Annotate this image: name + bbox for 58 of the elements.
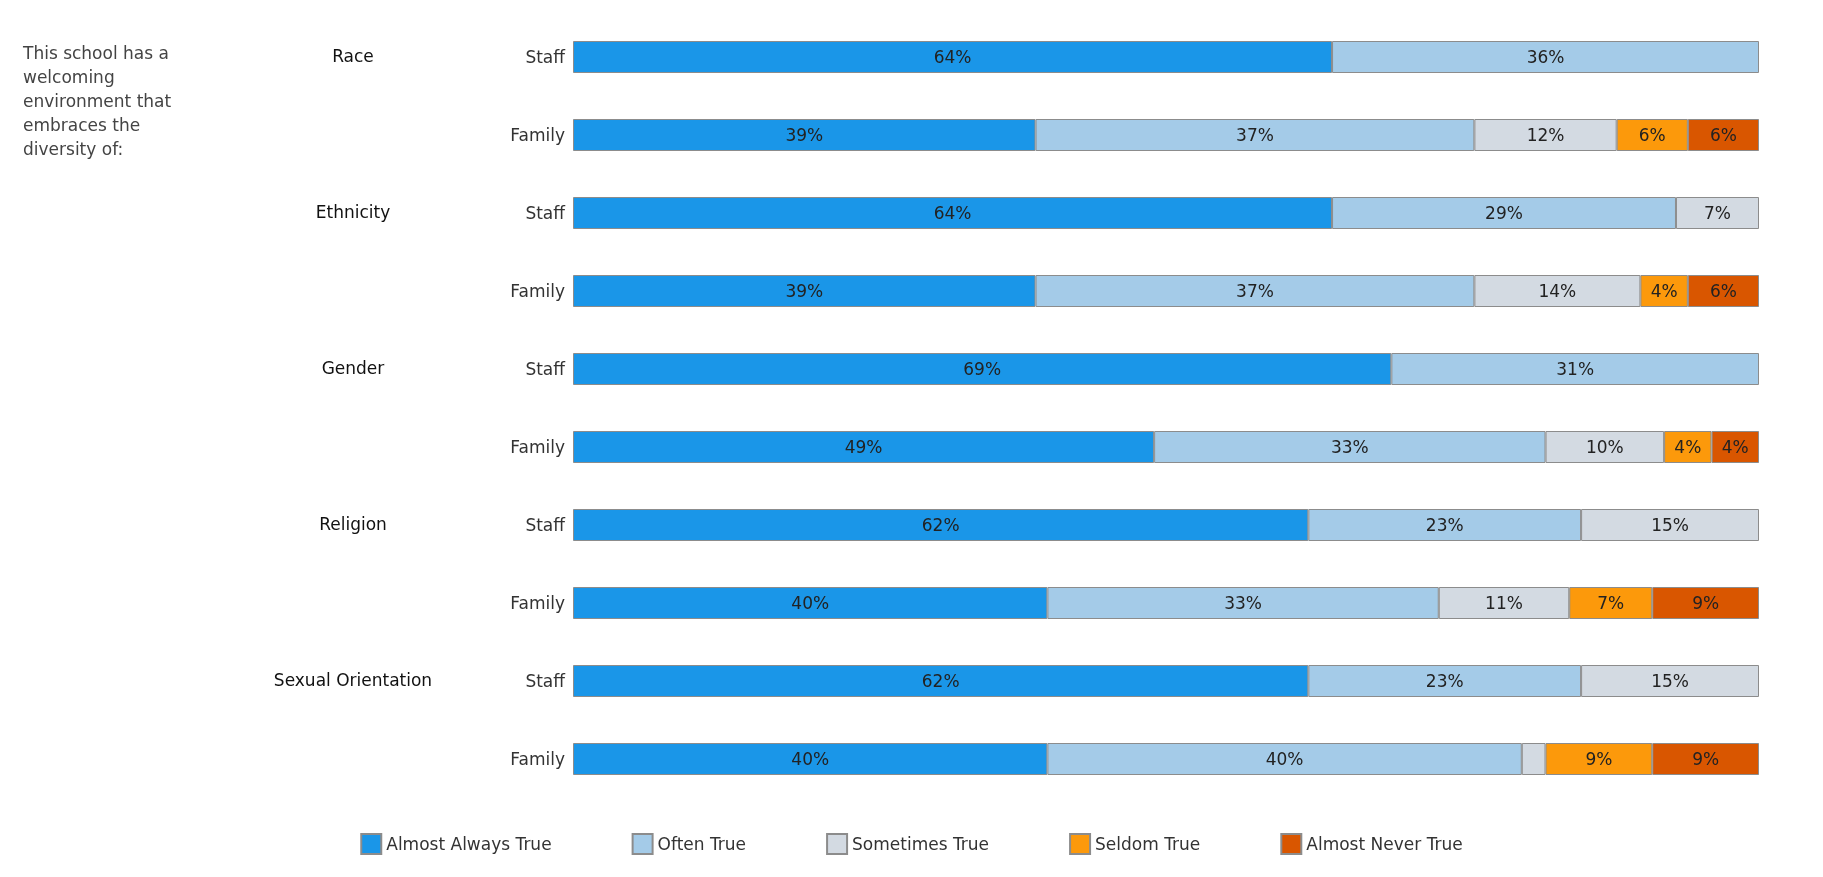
- data-label: 40%: [791, 749, 830, 769]
- legend-label: Almost Never True: [1306, 834, 1463, 854]
- data-label: 40%: [1265, 749, 1304, 769]
- data-label: 4%: [1674, 437, 1702, 457]
- data-label: 29%: [1485, 203, 1523, 223]
- data-label: 23%: [1425, 515, 1464, 535]
- data-label: 4%: [1721, 437, 1749, 457]
- data-label: 12%: [1526, 125, 1565, 145]
- data-label: 15%: [1651, 671, 1689, 691]
- data-label: 37%: [1236, 281, 1274, 301]
- data-label: 33%: [1224, 593, 1262, 613]
- text: Gender: [321, 357, 385, 378]
- data-label: 11%: [1485, 593, 1523, 613]
- text: Race: [332, 45, 374, 66]
- data-label: 23%: [1425, 671, 1464, 691]
- y-tick-label: Staff: [525, 359, 567, 379]
- data-label: 33%: [1330, 437, 1369, 457]
- data-label: 4%: [1650, 281, 1678, 301]
- legend-label: Almost Always True: [386, 834, 552, 854]
- text: This school has a welcoming environment that embraces the diversity of:: [22, 43, 177, 159]
- y-tick-label: Family: [510, 593, 565, 613]
- data-label: 6%: [1709, 125, 1737, 145]
- y-tick-label: Staff: [525, 671, 567, 691]
- y-tick-label: Staff: [525, 515, 567, 535]
- y-tick-label: Family: [510, 125, 565, 145]
- data-label: 37%: [1236, 125, 1274, 145]
- legend-label: Seldom True: [1095, 834, 1201, 854]
- legend-label: Sometimes True: [852, 834, 990, 854]
- text: Religion: [319, 513, 387, 534]
- data-label: 62%: [921, 515, 960, 535]
- data-label: 69%: [963, 359, 1002, 379]
- data-label: 49%: [844, 437, 883, 457]
- data-label: 9%: [1692, 749, 1720, 769]
- y-tick-label: Family: [510, 437, 565, 457]
- data-label: 39%: [785, 281, 824, 301]
- data-label: 14%: [1538, 281, 1577, 301]
- data-label: 6%: [1709, 281, 1737, 301]
- data-label: 36%: [1526, 47, 1565, 67]
- y-tick-label: Family: [510, 749, 565, 769]
- data-label: 39%: [785, 125, 824, 145]
- data-label: 62%: [921, 671, 960, 691]
- data-label: 7%: [1704, 203, 1731, 223]
- data-label: 31%: [1556, 359, 1595, 379]
- data-label: 7%: [1597, 593, 1625, 613]
- text: Sexual Orientation: [273, 669, 433, 690]
- data-label: 9%: [1692, 593, 1720, 613]
- data-label: 6%: [1638, 125, 1666, 145]
- data-label: 64%: [933, 203, 972, 223]
- text: Ethnicity: [315, 201, 391, 222]
- data-label: 40%: [791, 593, 830, 613]
- data-label: 10%: [1585, 437, 1624, 457]
- data-label: 64%: [933, 47, 972, 67]
- legend-label: Often True: [657, 834, 747, 854]
- y-tick-label: Family: [510, 281, 565, 301]
- data-label: 9%: [1585, 749, 1613, 769]
- y-tick-label: Staff: [525, 203, 567, 223]
- data-label: 15%: [1651, 515, 1689, 535]
- y-tick-label: Staff: [525, 47, 567, 67]
